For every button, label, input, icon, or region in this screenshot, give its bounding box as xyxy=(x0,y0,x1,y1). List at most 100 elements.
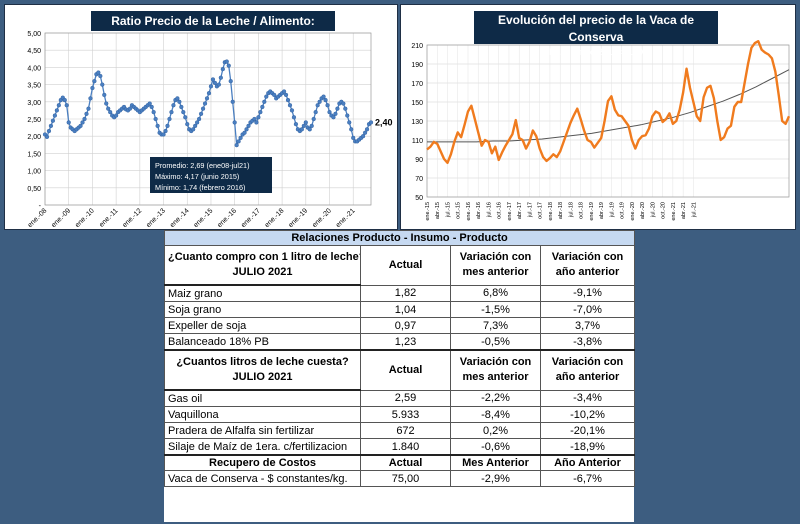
chart1-title: Ratio Precio de la Leche / Alimento: Arg… xyxy=(91,11,335,48)
row-label: Soja grano xyxy=(164,301,361,318)
x-tick-label: oct.-20 xyxy=(661,202,667,219)
section1-header-month: Variación con mes anterior xyxy=(450,245,541,286)
ratio-point xyxy=(98,73,103,79)
chart2-title-box: Evolución del precio de la Vaca de Conse… xyxy=(474,11,718,57)
ratio-point xyxy=(345,113,350,118)
ratio-point xyxy=(108,110,113,115)
y-tick-label: 150 xyxy=(411,100,423,107)
ratio-point xyxy=(281,89,287,94)
ratio-point xyxy=(349,127,354,132)
ratio-point xyxy=(317,99,322,104)
x-tick-label: jul.-20 xyxy=(650,202,656,218)
section3-header-label: Recupero de Costos xyxy=(164,454,361,471)
row-year-change: -3,8% xyxy=(539,333,636,351)
y-tick-label: 210 xyxy=(411,43,423,50)
table-row: Vaca de Conserva - $ constantes/kg. 75,00… xyxy=(164,470,636,487)
ratio-point xyxy=(48,123,54,128)
row-month-change: 7,3% xyxy=(450,317,541,334)
row-label: Silaje de Maíz de 1era. c/fertilizacion xyxy=(164,438,361,456)
y-tick-label: 3,00 xyxy=(27,100,41,107)
x-tick-label: ene.-15 xyxy=(425,202,431,221)
row-year-change: -18,9% xyxy=(539,438,636,456)
y-tick-label: 170 xyxy=(411,81,423,88)
ratio-point xyxy=(246,123,251,128)
ratio-point xyxy=(208,84,214,89)
ratio-point xyxy=(218,75,223,80)
ratio-point xyxy=(210,77,216,82)
ratio-point xyxy=(272,92,277,98)
ratio-point xyxy=(313,110,318,115)
row-label: Gas oil xyxy=(164,389,361,407)
x-tick-label: abr.-21 xyxy=(681,202,687,219)
ratio-point xyxy=(62,97,67,103)
x-tick-label: ene.-18 xyxy=(264,207,286,229)
x-tick-label: ene.-13 xyxy=(145,207,167,229)
ratio-point xyxy=(226,63,231,68)
ratio-point xyxy=(343,106,348,111)
y-tick-label: 5,00 xyxy=(27,31,41,38)
ratio-point xyxy=(171,103,176,108)
ratio-point xyxy=(114,113,119,118)
ratio-point xyxy=(289,108,295,113)
chart2-subtitle: - Base enero 2015 = 100 - xyxy=(543,47,649,57)
ratio-point xyxy=(44,134,50,139)
table-row: Silaje de Maíz de 1era. c/fertilizacion 1… xyxy=(164,438,636,456)
table-row: Balanceado 18% PB 1,23 -0,5% -3,8% xyxy=(164,333,636,351)
row-actual: 1,04 xyxy=(360,301,451,318)
ratio-point xyxy=(106,106,111,111)
product-input-relations-table: Relaciones Producto - Insumo - Producto … xyxy=(163,230,636,522)
ratio-point xyxy=(234,143,239,148)
ratio-point xyxy=(202,101,208,106)
x-tick-label: ene.-19 xyxy=(287,207,309,229)
x-tick-label: oct.-16 xyxy=(497,202,503,219)
ratio-point xyxy=(327,110,332,115)
ratio-point xyxy=(104,101,109,106)
row-month-change: -2,9% xyxy=(450,470,541,487)
table-row: Maiz grano 1,82 6,8% -9,1% xyxy=(164,284,636,302)
table-title: Relaciones Producto - Insumo - Producto xyxy=(163,230,636,246)
section2-question: ¿Cuantos litros de leche cuesta? JULIO 20… xyxy=(164,349,361,391)
ratio-point xyxy=(335,106,340,111)
milk-feed-ratio-chart-panel: Ratio Precio de la Leche / Alimento: Arg… xyxy=(4,4,398,230)
row-month-change: -2,2% xyxy=(450,389,541,407)
ratio-point xyxy=(347,120,352,125)
row-label: Balanceado 18% PB xyxy=(164,333,361,351)
row-label: Maiz grano xyxy=(164,284,361,302)
x-tick-label: jul.-18 xyxy=(568,202,574,218)
x-tick-label: ene.-18 xyxy=(548,202,554,221)
row-month-change: -0,6% xyxy=(450,438,541,456)
ratio-point xyxy=(236,139,241,144)
x-tick-label: oct.-19 xyxy=(620,202,626,219)
ratio-point xyxy=(224,59,229,64)
ratio-point xyxy=(90,85,95,91)
row-actual: 0,97 xyxy=(360,317,451,334)
ratio-point xyxy=(315,103,320,108)
ratio-point xyxy=(78,123,83,128)
x-tick-label: ene.-10 xyxy=(74,207,96,229)
ratio-point xyxy=(161,132,166,137)
stats-box xyxy=(150,157,272,193)
x-tick-label: ene.-16 xyxy=(466,202,472,221)
ratio-point xyxy=(46,128,52,134)
ratio-point xyxy=(84,111,89,116)
ratio-point xyxy=(88,96,93,101)
ratio-point xyxy=(167,116,172,122)
ratio-point xyxy=(331,115,336,120)
ratio-point xyxy=(169,110,174,115)
ratio-point xyxy=(153,116,158,122)
ratio-point xyxy=(66,120,71,125)
ratio-point xyxy=(252,116,257,122)
ratio-point xyxy=(149,104,154,110)
x-tick-label: abr.-17 xyxy=(517,202,523,219)
y-tick-label: - xyxy=(39,203,42,210)
ratio-point xyxy=(230,99,235,104)
table-row: Pradera de Alfalfa sin fertilizar 672 0,2%… xyxy=(164,422,636,439)
y-tick-label: 1,50 xyxy=(27,151,41,158)
ratio-point xyxy=(96,70,101,75)
section3-header-year: Año Anterior xyxy=(539,454,636,471)
stats-minimo: Mínimo: 1,74 (febrero 2016) xyxy=(155,183,245,192)
ratio-point xyxy=(191,127,196,132)
x-tick-label: abr.-15 xyxy=(435,202,441,219)
x-tick-label: ene.-16 xyxy=(216,207,238,229)
ratio-point xyxy=(179,104,184,110)
